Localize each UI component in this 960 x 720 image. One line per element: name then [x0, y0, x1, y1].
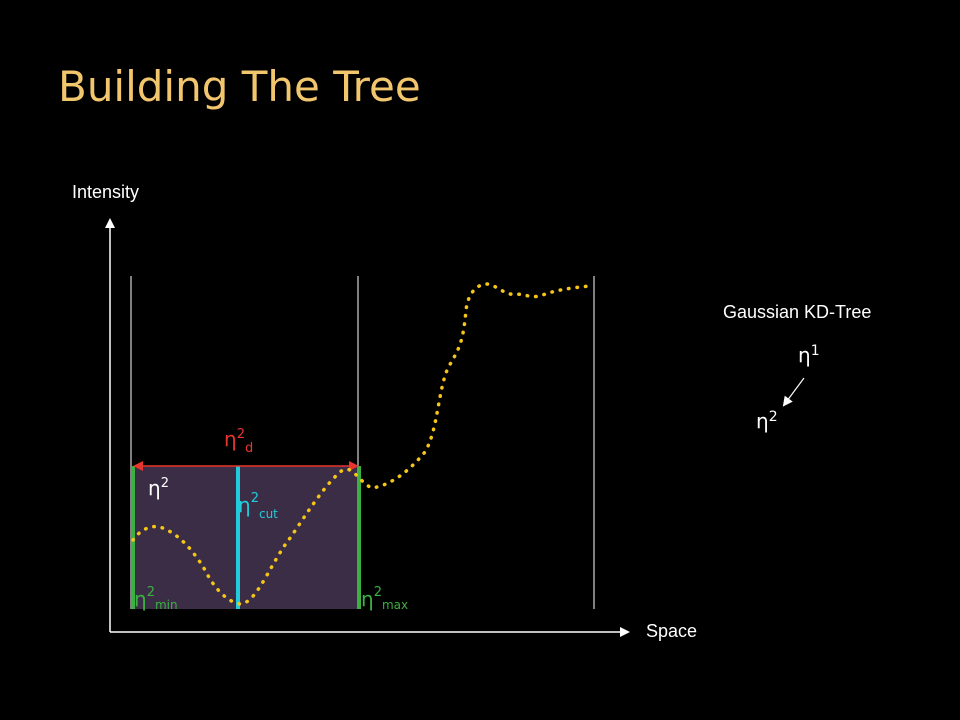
eta-min-label: η2min — [134, 585, 178, 612]
tree-root-sup: 1 — [811, 343, 820, 359]
signal-curve — [131, 282, 592, 606]
tree-child-sup: 2 — [769, 409, 778, 425]
eta-min-sup: 2 — [147, 585, 155, 600]
region-box — [132, 466, 359, 609]
eta-max-sup: 2 — [374, 585, 382, 600]
slide-title: Building The Tree — [58, 62, 421, 111]
tree-root-base: η — [798, 343, 811, 367]
eta-cut-sup: 2 — [251, 491, 259, 506]
x-axis-label: Space — [646, 621, 697, 641]
eta-min-base: η — [134, 587, 147, 611]
tree-child-label: η2 — [756, 409, 778, 433]
eta-d-sub: d — [245, 441, 253, 456]
eta-d-sup: 2 — [237, 427, 245, 442]
eta-min-sub: min — [155, 598, 178, 612]
eta-max-sub: max — [382, 598, 408, 612]
eta-node-sup: 2 — [161, 476, 169, 491]
eta-cut-sub: cut — [259, 507, 278, 521]
tree-root-label: η1 — [798, 343, 820, 367]
tree-title: Gaussian KD-Tree — [723, 302, 871, 322]
eta-node-base: η — [148, 476, 161, 500]
tree-child-base: η — [756, 409, 769, 433]
eta-cut-base: η — [238, 493, 251, 517]
eta-max-base: η — [361, 587, 374, 611]
eta-node-label: η2 — [148, 476, 169, 500]
eta-d-label: η2d — [224, 427, 253, 456]
tree-edge-arrow — [782, 377, 805, 407]
y-axis-label: Intensity — [72, 182, 139, 202]
eta-d-base: η — [224, 427, 237, 451]
eta-cut-label: η2cut — [238, 491, 278, 521]
eta-max-label: η2max — [361, 585, 408, 612]
